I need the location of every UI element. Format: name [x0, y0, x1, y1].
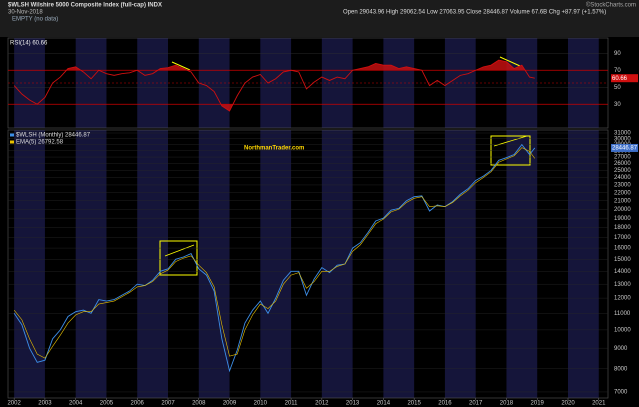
title: $WLSH Wilshire 5000 Composite Index (ful… — [8, 3, 162, 9]
y-tick-label: 26000 — [614, 161, 631, 167]
year-band — [260, 130, 292, 398]
y-tick-label: 9000 — [614, 346, 628, 352]
value-box — [611, 143, 638, 152]
x-tick-label: 2012 — [315, 401, 329, 407]
x-tick-label: 2021 — [592, 401, 606, 407]
legend-entry: $WLSH (Monthly) 28446.87 — [16, 133, 91, 139]
quote: Open 29043.96 High 29062.54 Low 27063.95… — [343, 10, 606, 16]
y-tick-label: 14000 — [614, 269, 631, 275]
highlight-box — [490, 135, 531, 166]
x-tick-label: 2003 — [38, 401, 52, 407]
header-bar — [0, 0, 639, 37]
y-tick-label: 27000 — [614, 155, 631, 161]
legend-swatch — [10, 133, 14, 137]
rsi-legend: RSI(14) 60.66 — [10, 41, 48, 47]
x-tick-label: 2004 — [69, 401, 83, 407]
x-tick-label: 2002 — [7, 401, 21, 407]
y-tick-label: 8000 — [614, 366, 628, 372]
y-tick-label: 31000 — [614, 131, 631, 137]
year-band — [137, 130, 168, 398]
divergence-line — [171, 61, 191, 71]
x-tick-label: 2020 — [561, 401, 575, 407]
y-tick-label: 24000 — [614, 175, 631, 181]
y-tick-label: 21000 — [614, 198, 631, 204]
y-tick-label: 16000 — [614, 246, 631, 252]
y-tick-label: 25000 — [614, 168, 631, 174]
y-tick-label: 70 — [614, 68, 621, 74]
x-tick-label: 2009 — [223, 401, 237, 407]
y-tick-label: 10000 — [614, 327, 631, 333]
y-tick-label: 13000 — [614, 282, 631, 288]
y-tick-label: 22000 — [614, 190, 631, 196]
x-tick-label: 2017 — [469, 401, 483, 407]
last-value-label: 60.66 — [612, 76, 628, 82]
series-line — [13, 143, 536, 373]
y-tick-label: 17000 — [614, 235, 631, 241]
year-band — [198, 130, 230, 398]
x-tick-label: 2019 — [531, 401, 545, 407]
x-tick-label: 2011 — [285, 401, 299, 407]
x-tick-label: 2008 — [192, 401, 206, 407]
date: 30-Nov-2018 — [8, 10, 43, 16]
legend-swatch — [10, 140, 14, 144]
trend-line — [164, 244, 195, 257]
legend-entry: EMA(5) 26792.58 — [16, 140, 64, 146]
x-tick-label: 2010 — [254, 401, 268, 407]
series-line — [13, 59, 535, 112]
y-tick-label: 19000 — [614, 216, 631, 222]
value-box — [611, 74, 638, 83]
x-tick-label: 2015 — [407, 401, 421, 407]
watermark: NorthmanTrader.com — [244, 146, 304, 152]
y-tick-label: 7000 — [614, 390, 628, 396]
credit: ©StockCharts.com — [586, 2, 636, 9]
y-tick-label: 23000 — [614, 183, 631, 189]
x-tick-label: 2007 — [161, 401, 175, 407]
x-tick-label: 2005 — [100, 401, 114, 407]
y-tick-label: 11000 — [614, 311, 631, 317]
y-tick-label: 30000 — [614, 136, 631, 142]
x-tick-label: 2016 — [438, 401, 452, 407]
year-band — [75, 130, 107, 398]
y-tick-label: 90 — [614, 51, 621, 57]
y-tick-label: 50 — [614, 85, 621, 91]
x-tick-label: 2013 — [346, 401, 360, 407]
price-frame — [7, 129, 609, 399]
x-tick-label: 2006 — [131, 401, 145, 407]
y-tick-label: 18000 — [614, 225, 631, 231]
year-band — [568, 130, 599, 398]
y-tick-label: 15000 — [614, 257, 631, 263]
highlight-box — [159, 240, 198, 276]
divergence-line — [499, 56, 521, 67]
series-line — [13, 147, 536, 359]
year-band — [14, 130, 45, 398]
y-tick-label: 12000 — [614, 296, 631, 302]
empty-panel: EMPTY (no data) — [12, 17, 58, 23]
y-tick-label: 20000 — [614, 207, 631, 213]
year-band — [506, 130, 538, 398]
x-tick-label: 2014 — [377, 401, 391, 407]
last-value-label: 28446.87 — [612, 146, 638, 152]
x-tick-label: 2018 — [500, 401, 514, 407]
year-band — [321, 130, 353, 398]
y-tick-label: 30 — [614, 102, 621, 108]
year-band — [383, 130, 415, 398]
trend-line — [493, 135, 528, 147]
year-band — [444, 130, 476, 398]
